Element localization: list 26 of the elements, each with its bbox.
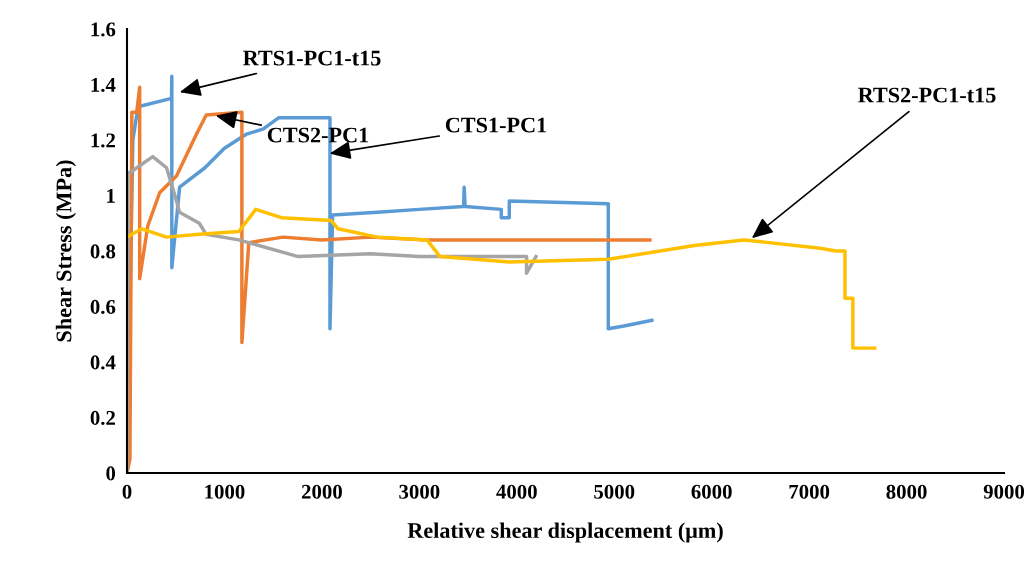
line-series — [127, 154, 538, 473]
x-axis-title: Relative shear displacement (μm) — [407, 522, 723, 543]
annotation: RTS2-PC1-t15 — [858, 87, 996, 103]
y-tick-label: 0.6 — [90, 299, 116, 315]
x-tick-label: 1000 — [205, 484, 245, 499]
y-tick-label: 1.6 — [91, 22, 116, 37]
y-tick-label: 0 — [106, 466, 116, 481]
x-tick-label: 2000 — [301, 484, 342, 499]
x-tick-label: 0 — [122, 484, 132, 499]
y-tick-label: 0.8 — [90, 244, 116, 259]
x-tick-label: 4000 — [496, 484, 537, 499]
x-tick-label: 3000 — [399, 484, 440, 499]
x-tick-label: 7000 — [789, 484, 830, 499]
y-tick-label: 0.2 — [90, 410, 115, 426]
x-tick-label: 9000 — [983, 484, 1025, 499]
y-axis-title: Shear Stress (MPa) — [55, 160, 76, 342]
y-tick-label: 1.4 — [91, 77, 116, 93]
line-series — [127, 207, 877, 350]
x-tick-label: 8000 — [886, 484, 927, 499]
annotation: CTS1-PC1 — [445, 117, 547, 133]
annotation: RTS1-PC1-t15 — [243, 50, 381, 66]
y-tick-label: 0.4 — [90, 355, 116, 370]
y-tick-label: 1.2 — [91, 133, 115, 148]
x-tick-label: 6000 — [691, 484, 732, 499]
x-tick-label: 5000 — [594, 484, 635, 499]
y-tick-label: 1 — [107, 188, 115, 203]
